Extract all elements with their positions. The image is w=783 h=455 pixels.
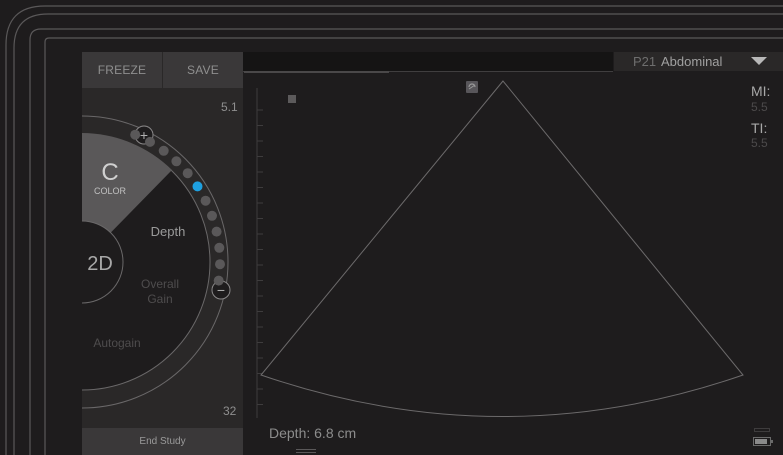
depth-level-dot[interactable] — [213, 275, 224, 286]
depth-level-dot[interactable] — [182, 168, 193, 179]
status-bar — [243, 52, 613, 72]
save-button[interactable]: SAVE — [187, 63, 219, 77]
autogain-label[interactable]: Autogain — [93, 336, 140, 350]
end-study-button[interactable]: End Study — [82, 428, 243, 455]
control-panel: FREEZE SAVE C COLOR 2D Depth Overall Gai… — [82, 52, 243, 455]
preset-name: Abdominal — [661, 54, 723, 69]
control-wheel: C COLOR 2D Depth Overall Gain Autogain +… — [82, 115, 231, 409]
depth-ruler-ticks — [257, 109, 263, 405]
preset-code: P21 — [633, 54, 657, 69]
ti-label: TI: — [751, 120, 768, 136]
color-mode-label: COLOR — [94, 186, 127, 196]
power-icon — [754, 428, 770, 432]
overall-gain-label-line2[interactable]: Gain — [147, 292, 172, 306]
depth-level-dot[interactable] — [207, 210, 217, 221]
depth-level-dot-active[interactable] — [192, 181, 203, 192]
preset-dropdown[interactable]: P21 Abdominal — [614, 52, 783, 71]
depth-scale-max: 5.1 — [221, 100, 238, 114]
minus-icon: − — [217, 282, 225, 298]
depth-level-dot[interactable] — [214, 242, 225, 253]
ti-value: 5.5 — [751, 136, 768, 150]
overall-gain-label-line1[interactable]: Overall — [141, 277, 179, 291]
depth-scale-min: 32 — [223, 404, 237, 418]
wheel-outer-ring — [82, 115, 229, 409]
roi-marker — [288, 95, 296, 103]
status-bar-progress — [244, 71, 389, 73]
depth-handle[interactable] — [296, 449, 316, 453]
mode-2d-label: 2D — [87, 253, 113, 275]
depth-level-dot[interactable] — [171, 156, 182, 167]
depth-level-dot[interactable] — [145, 136, 155, 147]
battery-icon — [753, 437, 773, 446]
plus-icon: + — [140, 127, 148, 143]
mode-2d-button[interactable] — [82, 220, 124, 304]
orientation-marker-icon — [466, 81, 478, 93]
panel-toolbar: FREEZE SAVE — [82, 52, 243, 88]
depth-level-dot[interactable] — [215, 259, 225, 270]
battery-fill — [755, 439, 767, 444]
depth-control-label[interactable]: Depth — [151, 224, 186, 239]
freeze-button[interactable]: FREEZE — [82, 52, 163, 88]
imaging-sector — [260, 80, 744, 417]
depth-level-dot[interactable] — [130, 129, 141, 140]
chevron-down-icon — [751, 57, 767, 65]
ultrasound-image-area[interactable] — [243, 73, 783, 455]
mi-value: 5.5 — [751, 100, 768, 114]
depth-level-dot[interactable] — [200, 195, 211, 206]
color-mode-letter: C — [101, 159, 118, 186]
depth-level-dot[interactable] — [158, 145, 169, 156]
depth-level-dots[interactable] — [130, 129, 225, 286]
depth-level-dot[interactable] — [211, 226, 222, 237]
depth-readout: Depth: 6.8 cm — [269, 425, 357, 441]
mi-label: MI: — [751, 83, 771, 99]
